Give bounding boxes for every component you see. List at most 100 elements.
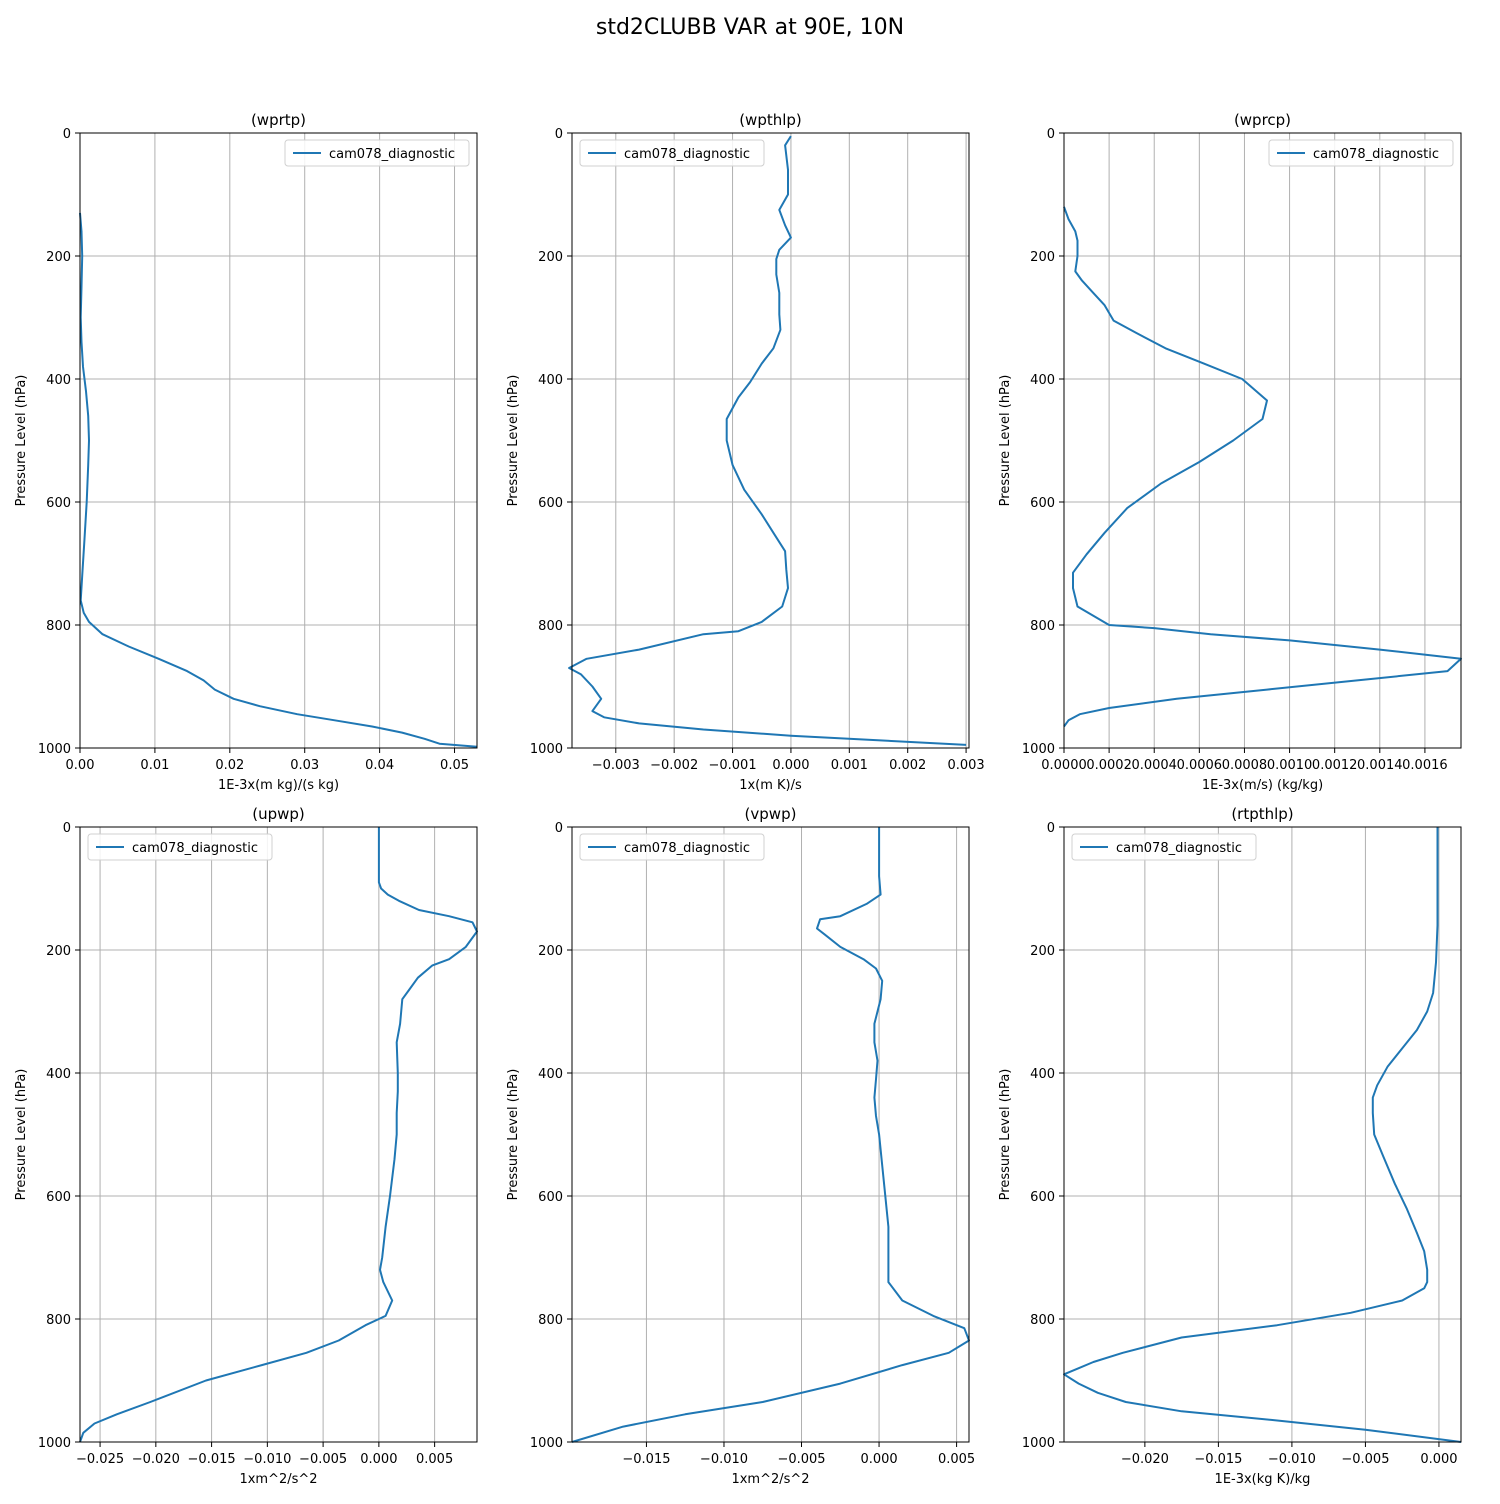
subplot-title: (wprtp) — [251, 111, 306, 129]
y-tick-label: 600 — [538, 1190, 563, 1205]
y-tick-label: 1000 — [38, 742, 71, 757]
x-tick-label: 0.03 — [290, 758, 319, 773]
legend: cam078_diagnostic — [87, 833, 273, 861]
legend-box — [284, 139, 470, 167]
axes-frame — [79, 132, 478, 749]
subplot-title: (vpwp) — [745, 805, 797, 823]
y-tick-label: 400 — [1030, 373, 1055, 388]
y-tick-label: 200 — [538, 250, 563, 265]
legend: cam078_diagnostic — [1071, 833, 1257, 861]
legend-label: cam078_diagnostic — [1116, 841, 1242, 856]
y-tick-label: 1000 — [530, 1436, 563, 1451]
series-line — [1063, 827, 1462, 1443]
axes-frame — [571, 826, 970, 1443]
x-tick-label: 0.000 — [1420, 1452, 1457, 1467]
x-tick-label: −0.025 — [76, 1452, 124, 1467]
x-tick-label: −0.005 — [1341, 1452, 1389, 1467]
x-tick-label: −0.015 — [622, 1452, 670, 1467]
y-tick-label: 400 — [46, 373, 71, 388]
y-axis-label: Pressure Level (hPa) — [998, 375, 1013, 507]
y-tick-label: 200 — [1030, 250, 1055, 265]
legend-box — [1268, 139, 1454, 167]
y-tick-label: 600 — [538, 496, 563, 511]
x-axis-label: 1xm^2/s^2 — [239, 1472, 317, 1487]
y-tick-label: 400 — [46, 1067, 71, 1082]
y-tick-label: 600 — [1030, 496, 1055, 511]
x-tick-label: −0.015 — [1194, 1452, 1242, 1467]
y-tick-label: 800 — [538, 619, 563, 634]
x-tick-label: 0.0008 — [1222, 758, 1268, 773]
x-tick-label: 0.0014 — [1357, 758, 1403, 773]
y-tick-label: 400 — [538, 373, 563, 388]
x-axis-label: 1E-3x(m/s) (kg/kg) — [1202, 778, 1323, 793]
y-tick-label: 200 — [46, 944, 71, 959]
x-tick-label: −0.010 — [243, 1452, 291, 1467]
y-tick-label: 600 — [46, 496, 71, 511]
y-tick-label: 0 — [1047, 821, 1055, 836]
x-tick-label: 0.000 — [360, 1452, 397, 1467]
x-tick-label: −0.020 — [132, 1452, 180, 1467]
y-tick-label: 0 — [63, 821, 71, 836]
x-tick-label: 0.01 — [140, 758, 169, 773]
x-tick-label: 0.0004 — [1131, 758, 1177, 773]
y-tick-label: 200 — [1030, 944, 1055, 959]
y-tick-label: 1000 — [530, 742, 563, 757]
legend: cam078_diagnostic — [579, 833, 765, 861]
subplot-2: −0.003 −0.002 −0.001 0.000 0.001 0.002 0.003 0 2… — [506, 111, 985, 793]
axes-frame — [571, 132, 970, 749]
subplot-title: (wpthlp) — [739, 111, 802, 129]
legend-label: cam078_diagnostic — [624, 147, 750, 162]
x-axis-label: 1x(m K)/s — [739, 778, 802, 793]
x-axis-label: 1xm^2/s^2 — [731, 1472, 809, 1487]
y-tick-label: 200 — [538, 944, 563, 959]
y-axis-label: Pressure Level (hPa) — [506, 375, 521, 507]
legend-label: cam078_diagnostic — [1313, 147, 1439, 162]
x-tick-label: 0.00 — [66, 758, 95, 773]
x-tick-label: −0.005 — [299, 1452, 347, 1467]
x-tick-label: 0.0012 — [1312, 758, 1358, 773]
legend: cam078_diagnostic — [1268, 139, 1454, 167]
y-tick-label: 600 — [46, 1190, 71, 1205]
axes-frame — [1063, 826, 1462, 1443]
x-tick-label: −0.010 — [700, 1452, 748, 1467]
y-tick-label: 200 — [46, 250, 71, 265]
y-axis-label: Pressure Level (hPa) — [506, 1069, 521, 1201]
x-tick-label: 0.02 — [215, 758, 244, 773]
subplot-6: −0.020 −0.015 −0.010 −0.005 0.000 0 200 400 600 8… — [998, 805, 1462, 1487]
series-line — [571, 827, 970, 1443]
x-tick-label: 0.000 — [860, 1452, 897, 1467]
x-tick-label: −0.020 — [1121, 1452, 1169, 1467]
x-tick-label: −0.002 — [650, 758, 698, 773]
x-tick-label: 0.000 — [772, 758, 809, 773]
series-line — [1063, 206, 1462, 728]
subplot-4: −0.025 −0.020 −0.015 −0.010 −0.005 0.000 0.005… — [14, 805, 478, 1487]
subplot-5: −0.015 −0.010 −0.005 0.000 0.005 0 200 400 600 80… — [506, 805, 975, 1487]
axes-frame — [1063, 132, 1462, 749]
y-tick-label: 0 — [555, 127, 563, 142]
legend-label: cam078_diagnostic — [329, 147, 455, 162]
legend-label: cam078_diagnostic — [624, 841, 750, 856]
series-line — [568, 135, 967, 746]
x-tick-label: 0.05 — [440, 758, 469, 773]
y-tick-label: 1000 — [1022, 742, 1055, 757]
x-axis-label: 1E-3x(m kg)/(s kg) — [218, 778, 339, 793]
y-tick-label: 400 — [1030, 1067, 1055, 1082]
y-tick-label: 800 — [538, 1313, 563, 1328]
subplot-title: (upwp) — [252, 805, 305, 823]
legend-box — [1071, 833, 1257, 861]
y-tick-label: 0 — [63, 127, 71, 142]
subplot-title: (wprcp) — [1234, 111, 1291, 129]
subplot-title: (rtpthlp) — [1231, 805, 1293, 823]
x-tick-label: 0.005 — [416, 1452, 453, 1467]
y-tick-label: 400 — [538, 1067, 563, 1082]
legend: cam078_diagnostic — [579, 139, 765, 167]
legend-box — [579, 139, 765, 167]
x-tick-label: 0.0000 — [1041, 758, 1087, 773]
x-axis-label: 1E-3x(kg K)/kg — [1215, 1472, 1311, 1487]
y-tick-label: 800 — [46, 1313, 71, 1328]
x-tick-label: 0.0002 — [1086, 758, 1132, 773]
x-tick-label: −0.015 — [188, 1452, 236, 1467]
legend: cam078_diagnostic — [284, 139, 470, 167]
